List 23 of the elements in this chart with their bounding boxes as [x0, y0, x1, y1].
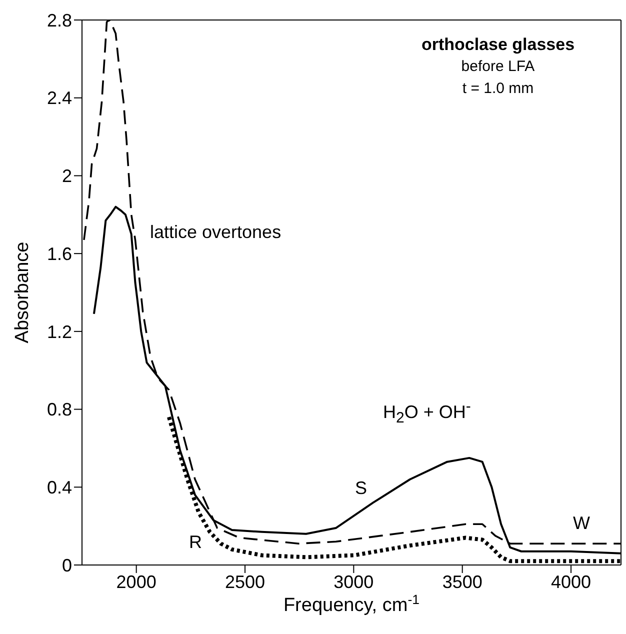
y-tick-label: 2.4 [46, 88, 72, 108]
series-label: R [189, 532, 202, 553]
text: before LFA [460, 57, 536, 77]
series-label: W [573, 513, 590, 534]
y-tick-label: 1.6 [46, 244, 72, 264]
x-tick-label: 2000 [116, 572, 156, 592]
series-label: S [355, 478, 368, 499]
y-tick-label: 0.8 [46, 400, 72, 420]
y-axis-title: Absorbance [12, 242, 33, 344]
x-axis-title: Frequency, cm$^{-1}$ [283, 592, 420, 616]
annotation: t = 1.0 mm [461, 79, 535, 99]
x-tick-label: 4000 [550, 572, 592, 592]
y-tick-label: 1.2 [46, 322, 72, 342]
y-tick-label: 2 [62, 166, 72, 186]
y-tick-label: 0.4 [46, 478, 72, 498]
y-tick-label: 0 [62, 555, 72, 576]
x-tick-label: 3000 [334, 572, 374, 592]
annotation: H$_{2}$O + OH$^{-}$ [383, 398, 471, 427]
x-tick-label: 2500 [224, 572, 266, 592]
y-tick-label: 2.8 [46, 10, 72, 30]
text: orthoclase glasses [420, 34, 576, 56]
annotation: lattice overtones [150, 222, 282, 243]
x-tick-label: 3500 [442, 572, 482, 592]
